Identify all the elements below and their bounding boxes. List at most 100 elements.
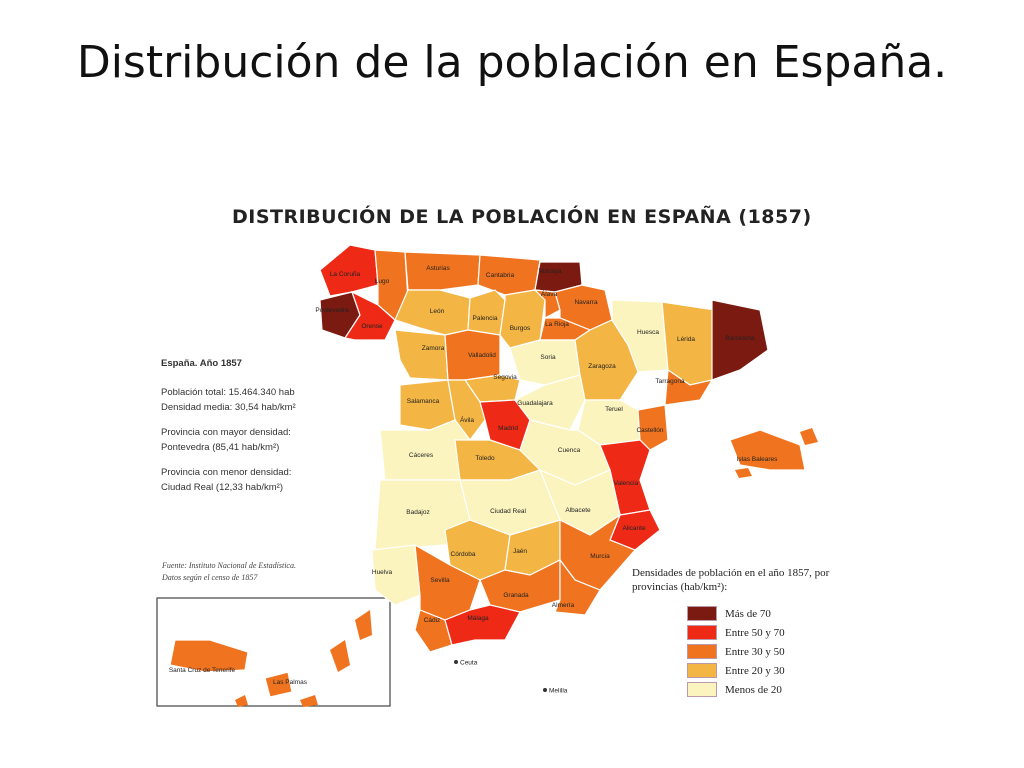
province-label: Zamora	[422, 345, 445, 352]
province-label: Pontevedra	[315, 307, 349, 314]
island-shape	[330, 640, 350, 672]
province-orense	[344, 290, 396, 341]
province-label: Soria	[540, 354, 556, 361]
province-label: Murcia	[590, 553, 610, 560]
legend-swatch	[687, 644, 717, 659]
province-label: Castellón	[636, 427, 663, 434]
province-label: Tarragona	[655, 378, 685, 385]
island-shape	[735, 468, 752, 478]
province-label: Madrid	[498, 425, 518, 432]
province-label: Barcelona	[725, 335, 755, 342]
province-label: La Rioja	[545, 321, 569, 328]
legend-items: Más de 70 Entre 50 y 70 Entre 30 y 50 Entre…	[632, 604, 852, 699]
place-marker	[454, 660, 458, 664]
legend-label: Entre 20 y 30	[725, 664, 785, 677]
province-label: Ávila	[460, 415, 474, 424]
province-tarragona	[664, 368, 714, 406]
extra-places: Ceuta Melilla	[454, 660, 568, 695]
province-label: Ciudad Real	[490, 508, 526, 515]
legend-item: Entre 50 y 70	[632, 623, 852, 642]
province-label: Badajoz	[406, 509, 430, 516]
province-label: Málaga	[467, 615, 489, 622]
province-label: Almería	[552, 602, 575, 609]
source-line-2: Datos según el censo de 1857	[162, 573, 258, 582]
source-note: Fuente: Instituto Nacional de Estadístic…	[162, 560, 352, 584]
legend-title: Densidades de población en el año 1857, …	[632, 567, 830, 593]
province-label: Santa Cruz de Tenerife	[169, 667, 236, 674]
province-label: La Coruña	[330, 271, 361, 278]
legend-label: Más de 70	[725, 607, 771, 620]
province-almería	[554, 558, 601, 616]
province-islas-baleares	[729, 429, 806, 471]
legend-item: Menos de 20	[632, 680, 852, 699]
province-label: Palencia	[473, 315, 498, 322]
legend-swatch	[687, 663, 717, 678]
province-málaga	[444, 604, 521, 646]
legend-swatch	[687, 606, 717, 621]
place-label: Ceuta	[460, 660, 478, 667]
legend-item: Entre 20 y 30	[632, 661, 852, 680]
province-cádiz	[414, 609, 453, 653]
province-label: Burgos	[510, 325, 531, 332]
province-label: León	[430, 308, 445, 315]
legend-item: Más de 70	[632, 604, 852, 623]
stats-density: Densidad media: 30,54 hab/km²	[161, 402, 296, 413]
legend-label: Entre 30 y 50	[725, 645, 785, 658]
source-line-1: Fuente: Instituto Nacional de Estadístic…	[162, 561, 296, 570]
province-label: Valladolid	[468, 352, 496, 359]
province-label: Alicante	[622, 525, 646, 532]
island-shape	[300, 695, 318, 707]
province-burgos	[499, 289, 546, 349]
province-label: Cádiz	[424, 617, 441, 624]
province-label: Cáceres	[409, 452, 434, 459]
map-title: DISTRIBUCIÓN DE LA POBLACIÓN EN ESPAÑA (…	[232, 206, 812, 228]
stats-min-label: Provincia con menor densidad:	[161, 467, 292, 478]
province-label: Jaén	[513, 548, 527, 555]
province-label: Toledo	[475, 455, 495, 462]
province-label: Asturias	[426, 265, 450, 272]
island-shape	[180, 645, 195, 658]
stats-max-value: Pontevedra (85,41 hab/km²)	[161, 442, 280, 453]
province-label: Álava	[541, 289, 558, 298]
province-shapes	[319, 244, 806, 653]
legend-label: Entre 50 y 70	[725, 626, 785, 639]
province-label: Granada	[503, 592, 529, 599]
place-marker	[543, 688, 547, 692]
province-huelva	[371, 544, 421, 606]
province-salamanca	[399, 379, 456, 431]
province-labels: La Coruña Lugo Asturias Cantabria Vizcaya Pon…	[169, 265, 778, 686]
province-label: Zaragoza	[588, 363, 616, 370]
legend-item: Entre 30 y 50	[632, 642, 852, 661]
province-palencia	[467, 289, 506, 336]
province-label: Navarra	[574, 299, 598, 306]
legend-swatch	[687, 625, 717, 640]
province-label: Cuenca	[558, 447, 581, 454]
province-label: Guadalajara	[517, 400, 553, 407]
stats-min-value: Ciudad Real (12,33 hab/km²)	[161, 482, 283, 493]
legend-label: Menos de 20	[725, 683, 782, 696]
place-label: Melilla	[549, 688, 568, 695]
island-shape	[355, 610, 372, 640]
province-castellón	[637, 404, 669, 451]
stats-max-label: Provincia con mayor densidad:	[161, 427, 291, 438]
legend-swatch	[687, 682, 717, 697]
stats-panel: España. Año 1857 Población total: 15.464…	[161, 356, 361, 505]
province-barcelona	[711, 299, 769, 381]
province-label: Islas Baleares	[737, 456, 779, 463]
province-label: Lugo	[375, 278, 390, 285]
province-label: Teruel	[605, 406, 623, 413]
legend: Densidades de población en el año 1857, …	[632, 566, 852, 699]
province-label: Salamanca	[407, 398, 440, 405]
island-shape	[800, 428, 818, 445]
province-label: Valencia	[614, 480, 639, 487]
island-shape	[235, 695, 248, 707]
province-asturias	[404, 251, 481, 291]
canary-islands	[169, 428, 818, 707]
province-label: Las Palmas	[273, 679, 308, 686]
province-label: Córdoba	[451, 551, 476, 558]
province-label: Huelva	[372, 569, 393, 576]
province-label: Cantabria	[486, 272, 515, 279]
province-label: Huesca	[637, 329, 659, 336]
province-label: Lérida	[677, 336, 695, 343]
